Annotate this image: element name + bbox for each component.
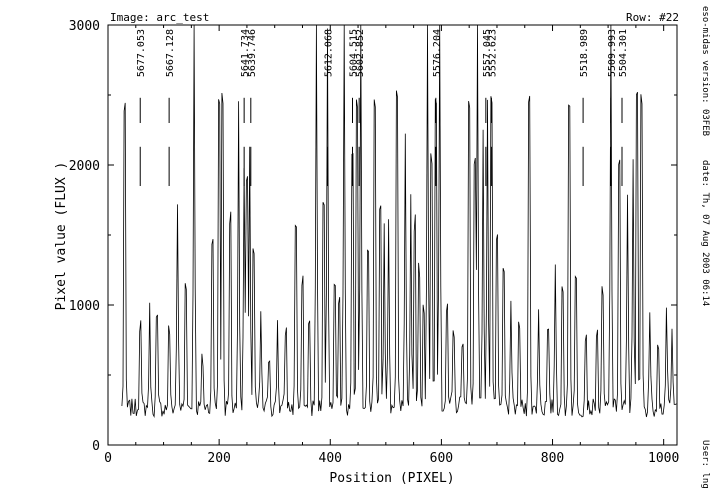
line-id-marker: 5604.515 (349, 29, 360, 186)
y-tick-label: 2000 (69, 159, 100, 174)
flux-trace-group (121, 24, 677, 419)
line-id-label: 5518.989 (579, 29, 590, 77)
row-label: Row: #22 (626, 11, 679, 24)
line-id-marker: 5602.852 (355, 29, 366, 186)
line-id-label: 5677.053 (136, 29, 147, 77)
line-id-marker: 5504.301 (618, 29, 629, 186)
line-id-label: 5612.068 (324, 29, 335, 77)
line-id-label: 5667.128 (165, 29, 176, 77)
line-id-marker: 5641.734 (240, 29, 251, 186)
x-tick-label: 0 (104, 451, 112, 466)
line-id-label: 5602.852 (355, 29, 366, 77)
line-id-label: 5557.045 (482, 29, 493, 77)
line-id-label: 5641.734 (240, 29, 251, 77)
line-id-label: 5552.623 (487, 29, 498, 77)
x-axis-ticks: 0 200 400 600 800 1000 (104, 25, 679, 466)
x-tick-label: 800 (541, 451, 564, 466)
x-tick-label: 200 (207, 451, 230, 466)
x-tick-label: 400 (319, 451, 342, 466)
line-id-marker: 5518.989 (579, 29, 590, 186)
line-id-marker: 5677.053 (136, 29, 147, 186)
line-id-marker: 5612.068 (324, 29, 335, 186)
line-id-marker: 5639.746 (247, 29, 258, 186)
line-id-marker: 5552.623 (487, 29, 498, 186)
line-id-label: 5509.993 (607, 29, 618, 77)
flux-trace-line (121, 24, 677, 419)
y-tick-label: 1000 (69, 299, 100, 314)
image-label: Image: arc_test (110, 11, 209, 24)
x-tick-label: 600 (430, 451, 453, 466)
plot-date-text: date: Th, 07 Aug 2003 06:14 (700, 160, 710, 306)
line-id-label: 5576.204 (432, 29, 443, 77)
line-id-marker: 5667.128 (165, 29, 176, 186)
y-tick-label: 3000 (69, 19, 100, 34)
user-text: User: lng (700, 440, 710, 489)
line-id-label: 5504.301 (618, 29, 629, 77)
line-id-marker: 5557.045 (482, 29, 493, 186)
line-id-label: 5639.746 (247, 29, 258, 77)
y-tick-label: 0 (92, 439, 100, 454)
x-axis-title: Position (PIXEL) (329, 471, 454, 486)
x-tick-label: 1000 (648, 451, 679, 466)
line-id-marker: 5576.204 (432, 29, 443, 186)
midas-version-text: eso-midas version: 03FEB (700, 6, 710, 136)
y-axis-title: Pixel value (FLUX ) (54, 162, 69, 311)
y-axis-ticks: 0 1000 2000 3000 (69, 19, 677, 454)
line-id-marker: 5509.993 (607, 29, 618, 186)
line-id-label: 5604.515 (349, 29, 360, 77)
